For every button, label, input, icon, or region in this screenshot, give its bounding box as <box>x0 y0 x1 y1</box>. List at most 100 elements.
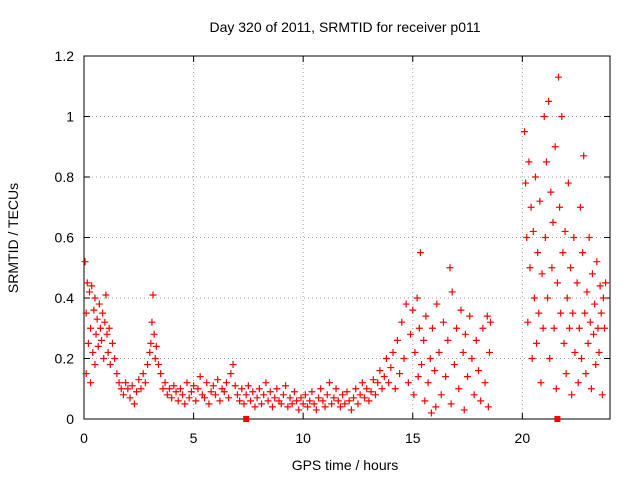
data-point <box>556 203 564 211</box>
data-point <box>447 400 455 408</box>
data-point <box>564 179 572 187</box>
data-point <box>101 318 109 326</box>
data-point <box>599 294 607 302</box>
data-point <box>108 339 116 347</box>
data-point <box>94 342 102 350</box>
data-point <box>332 385 340 393</box>
data-point <box>573 279 581 287</box>
data-point <box>99 309 107 317</box>
y-tick-label: 1.2 <box>55 48 75 64</box>
data-point <box>393 336 401 344</box>
data-point <box>152 342 160 350</box>
data-point <box>312 406 320 414</box>
data-point <box>537 379 545 387</box>
data-point <box>596 282 604 290</box>
data-point <box>525 158 533 166</box>
data-point <box>157 370 165 378</box>
data-point <box>170 382 178 390</box>
data-point <box>310 400 318 408</box>
data-point <box>522 179 530 187</box>
data-point <box>358 379 366 387</box>
data-point <box>587 385 595 393</box>
y-axis-label: SRMTID / TECUs <box>5 183 21 293</box>
data-point <box>558 113 566 120</box>
data-point <box>231 382 239 390</box>
data-point <box>295 406 303 414</box>
data-point <box>527 203 535 211</box>
data-point <box>460 406 468 414</box>
data-point <box>563 294 571 302</box>
data-point <box>382 355 390 362</box>
data-point <box>551 143 559 151</box>
data-point <box>356 391 364 399</box>
data-point <box>407 330 415 338</box>
data-point <box>426 355 434 362</box>
data-point <box>124 385 132 393</box>
data-point <box>264 397 272 405</box>
data-point <box>155 361 163 369</box>
data-point <box>414 373 422 381</box>
data-point <box>268 403 276 411</box>
data-point <box>229 361 237 369</box>
data-point <box>144 361 152 369</box>
data-point <box>559 249 567 257</box>
data-point <box>345 397 353 405</box>
data-point <box>424 379 432 387</box>
data-point <box>421 397 429 405</box>
data-point <box>524 318 532 326</box>
data-point <box>448 288 456 296</box>
data-point <box>523 234 531 241</box>
data-point <box>207 388 215 396</box>
data-point <box>552 385 560 393</box>
data-point <box>361 394 369 402</box>
data-point <box>105 324 113 332</box>
data-point <box>354 400 362 408</box>
data-point <box>439 318 447 326</box>
data-point <box>87 379 95 387</box>
data-point <box>576 203 584 211</box>
data-point <box>545 97 553 105</box>
data-point <box>453 324 461 332</box>
data-point <box>343 388 351 396</box>
data-point <box>352 385 360 393</box>
data-point <box>85 288 93 296</box>
data-point <box>387 364 395 372</box>
data-point <box>82 370 90 378</box>
data-point <box>590 330 598 338</box>
data-point <box>477 397 485 405</box>
data-point <box>574 379 582 387</box>
data-point <box>410 391 418 399</box>
data-point <box>402 300 410 308</box>
x-tick-label: 5 <box>190 430 198 446</box>
data-point <box>336 403 344 411</box>
data-point <box>115 379 123 387</box>
data-point <box>98 336 106 344</box>
data-point <box>602 279 610 287</box>
data-point <box>475 367 482 375</box>
data-point <box>444 336 452 344</box>
data-point <box>550 324 558 332</box>
data-point <box>553 279 561 287</box>
data-point <box>528 355 536 362</box>
x-tick-label: 15 <box>405 430 421 446</box>
data-point <box>540 113 548 120</box>
data-point <box>92 330 100 338</box>
data-point <box>369 376 377 384</box>
data-point <box>481 379 489 387</box>
y-tick-label: 0.2 <box>55 351 75 367</box>
data-point <box>249 388 257 396</box>
data-point <box>396 370 404 378</box>
data-point <box>437 391 445 399</box>
data-point <box>282 382 290 390</box>
data-point <box>557 309 565 317</box>
data-point <box>251 403 259 411</box>
data-point <box>526 264 534 272</box>
data-point <box>308 388 316 396</box>
data-point <box>347 406 355 414</box>
data-point <box>179 391 187 399</box>
data-point <box>464 373 472 381</box>
data-point <box>547 188 555 196</box>
data-point <box>141 379 149 387</box>
data-point <box>244 382 252 390</box>
